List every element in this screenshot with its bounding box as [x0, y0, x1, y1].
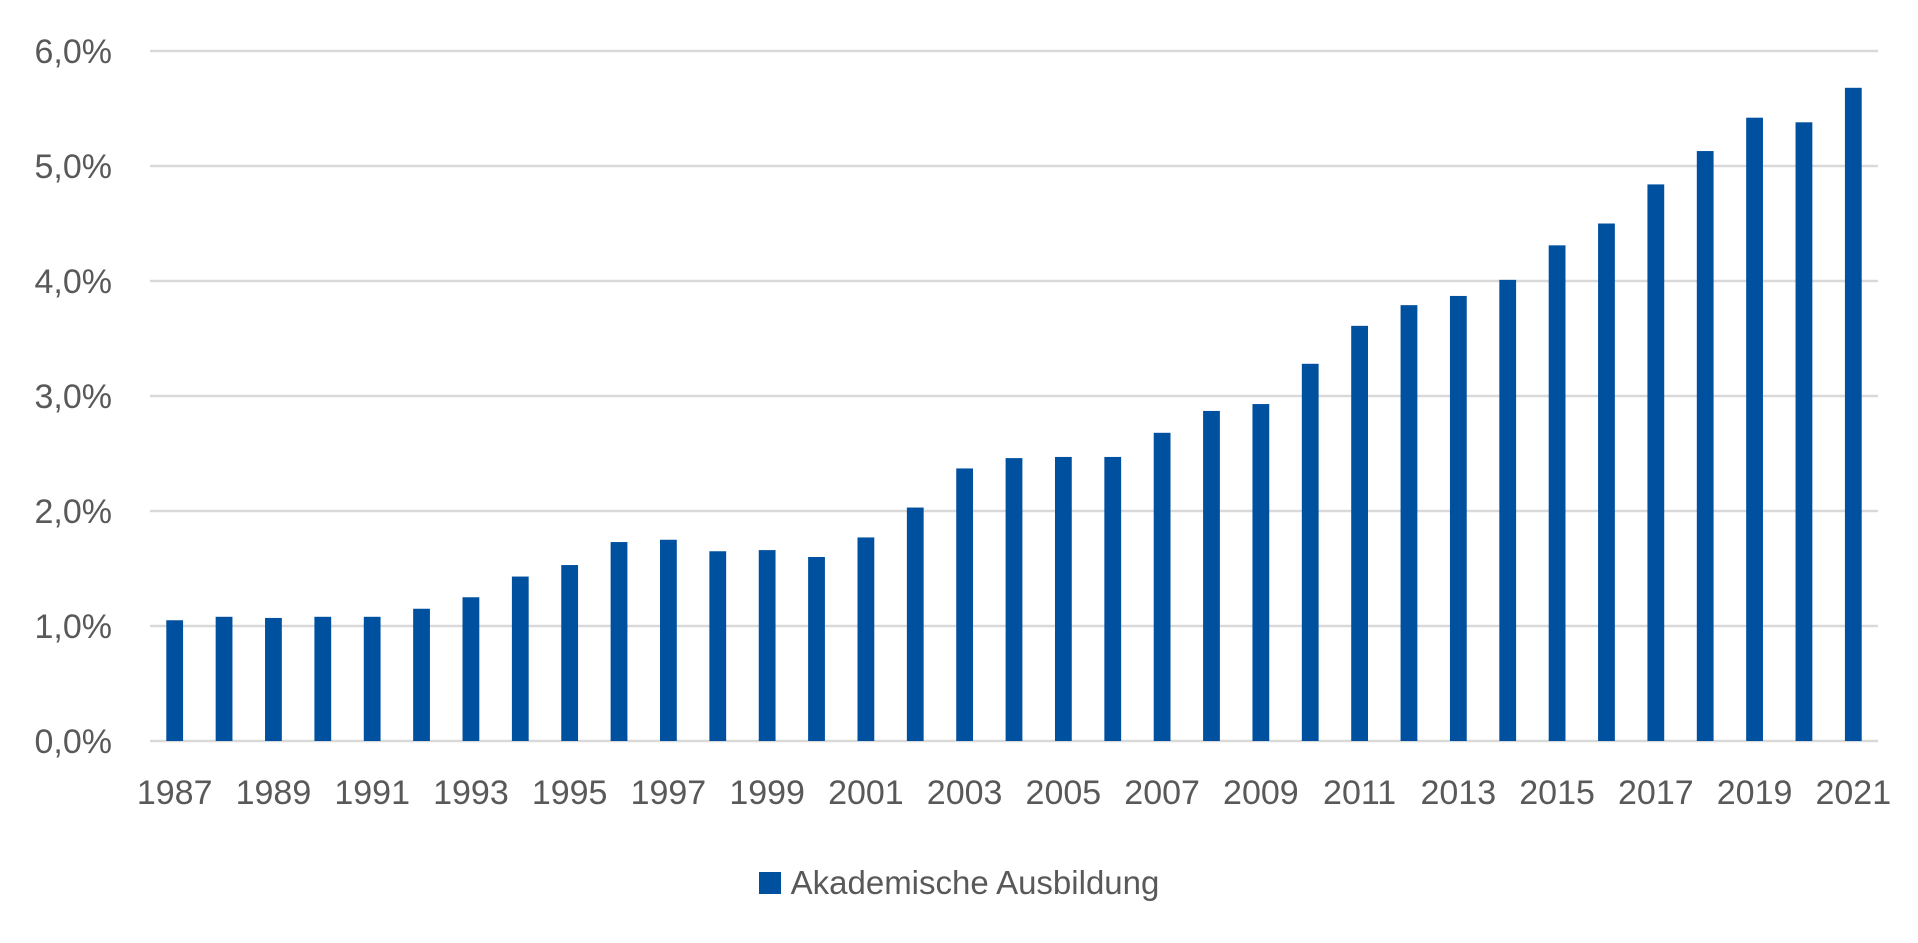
bar-2002 — [906, 507, 924, 741]
bar-series — [166, 87, 1862, 742]
bar-1989 — [265, 617, 282, 741]
legend-label: Akademische Ausbildung — [790, 864, 1160, 901]
bar-1991 — [363, 616, 381, 741]
bar-1995 — [561, 565, 579, 741]
bar-2018 — [1696, 151, 1714, 742]
bar-2005 — [1054, 456, 1072, 741]
bar-1996 — [610, 542, 628, 741]
bar-2016 — [1598, 223, 1615, 741]
x-tick-label: 1987 — [137, 774, 213, 812]
y-tick-label: 6,0% — [35, 33, 113, 71]
x-tick-label: 2019 — [1717, 774, 1793, 812]
bar-2021 — [1844, 87, 1862, 742]
x-tick-label: 2005 — [1026, 774, 1102, 812]
x-tick-label: 2011 — [1323, 774, 1396, 812]
bar-1994 — [511, 576, 529, 741]
bar-2020 — [1795, 122, 1813, 742]
bar-1997 — [660, 539, 677, 741]
x-tick-label: 1997 — [631, 774, 707, 812]
x-tick-label: 2015 — [1519, 774, 1595, 812]
bar-2014 — [1499, 279, 1517, 741]
x-axis-tick-labels: 1987 1989 1991 1993 1995 1997 1999 2001 2003 2005… — [137, 774, 1891, 812]
x-tick-label: 1999 — [729, 774, 805, 812]
bar-2013 — [1449, 295, 1467, 741]
bar-2019 — [1746, 117, 1763, 741]
bar-2004 — [1005, 458, 1023, 741]
bar-2003 — [956, 468, 974, 741]
legend-swatch — [758, 872, 781, 894]
y-tick-label: 2,0% — [35, 493, 113, 531]
y-tick-label: 0,0% — [35, 723, 113, 761]
bar-2000 — [808, 557, 825, 741]
bar-1992 — [413, 608, 430, 741]
x-tick-label: 1993 — [433, 774, 509, 812]
bar-2012 — [1400, 305, 1418, 741]
y-tick-label: 1,0% — [35, 608, 113, 646]
bar-1998 — [709, 551, 727, 741]
bar-1987 — [166, 620, 184, 741]
y-tick-label: 3,0% — [35, 378, 113, 416]
x-tick-label: 2001 — [828, 774, 904, 812]
bar-2001 — [857, 537, 875, 741]
bar-1990 — [314, 616, 332, 741]
x-tick-label: 1989 — [236, 774, 312, 812]
bar-1988 — [215, 616, 233, 741]
bar-1999 — [758, 550, 776, 741]
bar-2015 — [1548, 245, 1566, 741]
x-tick-label: 2003 — [927, 774, 1003, 812]
y-tick-label: 4,0% — [35, 263, 113, 301]
x-tick-label: 2017 — [1618, 774, 1694, 812]
bar-2008 — [1203, 410, 1220, 741]
bar-2011 — [1351, 325, 1368, 741]
x-tick-label: 2007 — [1124, 774, 1200, 812]
x-tick-label: 2013 — [1421, 774, 1497, 812]
y-axis-tick-labels: 0,0% 1,0% 2,0% 3,0% 4,0% 5,0% 6,0% — [35, 33, 113, 761]
bar-2006 — [1104, 456, 1122, 741]
x-tick-label: 2021 — [1815, 774, 1891, 812]
x-tick-label: 1995 — [532, 774, 608, 812]
x-tick-label: 1991 — [334, 774, 410, 812]
bar-2009 — [1252, 404, 1270, 741]
bar-2017 — [1647, 184, 1665, 741]
x-tick-label: 2009 — [1223, 774, 1299, 812]
bar-2007 — [1153, 432, 1171, 741]
bar-2010 — [1301, 363, 1319, 741]
y-tick-label: 5,0% — [35, 148, 113, 186]
bar-1993 — [462, 597, 480, 741]
legend: Akademische Ausbildung — [0, 864, 1918, 902]
